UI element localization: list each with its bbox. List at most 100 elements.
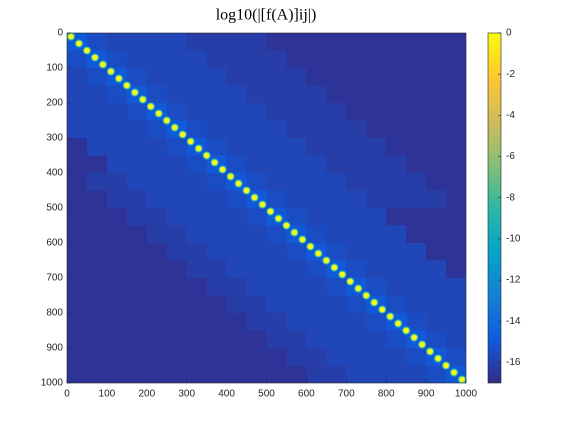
heatmap-cell (67, 155, 88, 174)
heatmap-cell (326, 103, 347, 121)
diagonal-entry (378, 305, 387, 314)
heatmap-cell (286, 365, 307, 383)
heatmap-cell (246, 260, 267, 279)
heatmap-cell (306, 295, 327, 314)
heatmap-cell (326, 33, 347, 51)
heatmap-cell (326, 225, 347, 244)
heatmap-cell (186, 33, 208, 51)
heatmap-cell (266, 155, 287, 174)
heatmap-cell (386, 243, 407, 261)
heatmap-cell (166, 313, 188, 331)
heatmap-cell (386, 330, 407, 349)
heatmap-cell (126, 155, 148, 174)
heatmap-cell (306, 85, 327, 104)
heatmap-cell (206, 278, 228, 296)
diagonal-entry (178, 130, 187, 139)
heatmap-cell (426, 190, 447, 209)
heatmap-cell (266, 348, 287, 366)
heatmap-cell (426, 33, 447, 51)
heatmap-cell (206, 120, 228, 139)
heatmap-cell (86, 68, 108, 86)
heatmap-cell (286, 155, 307, 174)
diagonal-entry (90, 53, 99, 62)
heatmap-cell (306, 173, 327, 191)
heatmap-cell (326, 138, 347, 156)
y-tick-label: 600 (46, 238, 63, 249)
heatmap-cell (206, 365, 228, 383)
diagonal-entry (186, 137, 195, 146)
heatmap-cell (266, 85, 287, 104)
diagonal-entry (298, 235, 307, 244)
heatmap-cell (266, 138, 287, 156)
heatmap-cell (166, 68, 188, 86)
x-tick-label: 200 (138, 389, 155, 400)
heatmap-cell (106, 190, 128, 209)
heatmap-cell (206, 208, 228, 226)
heatmap-cell (226, 138, 248, 156)
heatmap-cell (266, 50, 287, 69)
heatmap-cell (226, 295, 248, 314)
heatmap-cell (226, 120, 248, 139)
heatmap-cell (266, 278, 287, 296)
heatmap-cell (406, 260, 427, 279)
heatmap-cell (306, 103, 327, 121)
heatmap-cell (126, 260, 148, 279)
diagonal-entry (362, 291, 371, 300)
heatmap-cell (126, 208, 148, 226)
heatmap-cell (67, 208, 88, 226)
heatmap-cell (286, 348, 307, 366)
heatmap-cell (326, 155, 347, 174)
heatmap-cell (426, 103, 447, 121)
heatmap-cell (286, 103, 307, 121)
heatmap-cell (166, 348, 188, 366)
heatmap-cell (226, 85, 248, 104)
heatmap-cell (166, 138, 188, 156)
diagonal-entry (402, 326, 411, 335)
x-tick-label: 1000 (455, 389, 478, 400)
x-tick-label: 400 (218, 389, 235, 400)
x-tick-label: 0 (64, 389, 70, 400)
heatmap-cell (67, 313, 88, 331)
diagonal-entry (394, 319, 403, 328)
heatmap-cell (426, 138, 447, 156)
y-tick-label: 900 (46, 343, 63, 354)
heatmap-cell (366, 155, 387, 174)
heatmap-cell (226, 68, 248, 86)
heatmap-cell (67, 330, 88, 349)
heatmap-cell (67, 365, 88, 383)
y-tick-label: 400 (46, 168, 63, 179)
diagonal-entry (442, 361, 451, 370)
heatmap-cell (286, 243, 307, 261)
heatmap-cell (246, 225, 267, 244)
heatmap-cell (366, 260, 387, 279)
heatmap-cell (126, 225, 148, 244)
heatmap-cell (86, 225, 108, 244)
heatmap-cell (346, 313, 367, 331)
heatmap-cell (406, 173, 427, 191)
heatmap-cell (246, 155, 267, 174)
heatmap-cell (286, 313, 307, 331)
colorbar-tick-label: -12 (506, 275, 521, 286)
heatmap-cell (186, 295, 208, 314)
heatmap-cell (86, 85, 108, 104)
diagonal-entry (146, 102, 155, 111)
heatmap-cell (306, 348, 327, 366)
heatmap-cell (146, 208, 168, 226)
y-tick-label: 300 (46, 133, 63, 144)
heatmap-cell (266, 243, 287, 261)
heatmap-cell (186, 173, 208, 191)
heatmap-cell (346, 295, 367, 314)
heatmap-cell (286, 85, 307, 104)
heatmap-cell (446, 208, 466, 226)
heatmap-cell (446, 173, 466, 191)
heatmap-cell (366, 365, 387, 383)
diagonal-entry (98, 60, 107, 69)
heatmap-cell (326, 173, 347, 191)
diagonal-entry (338, 270, 347, 279)
heatmap-cell (366, 225, 387, 244)
heatmap-cell (146, 50, 168, 69)
heatmap-cell (226, 33, 248, 51)
heatmap-cell (226, 348, 248, 366)
heatmap-cell (406, 50, 427, 69)
heatmap-cell (186, 50, 208, 69)
